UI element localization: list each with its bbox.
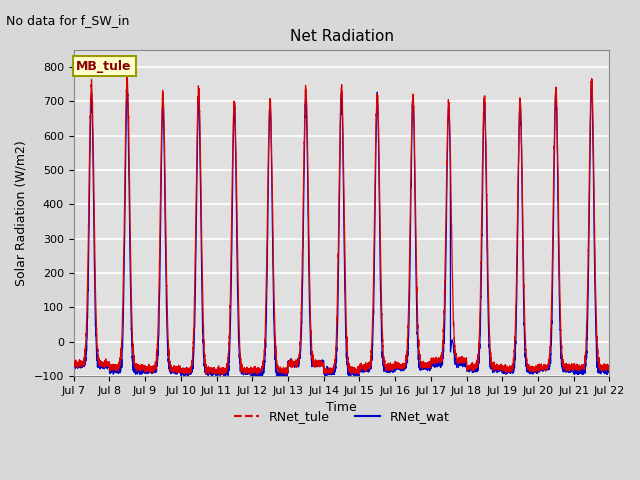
Text: No data for f_SW_in: No data for f_SW_in	[6, 14, 130, 27]
Title: Net Radiation: Net Radiation	[289, 29, 394, 44]
Y-axis label: Solar Radiation (W/m2): Solar Radiation (W/m2)	[15, 140, 28, 286]
Legend: RNet_tule, RNet_wat: RNet_tule, RNet_wat	[228, 406, 454, 428]
X-axis label: Time: Time	[326, 401, 357, 414]
Text: MB_tule: MB_tule	[76, 60, 132, 72]
